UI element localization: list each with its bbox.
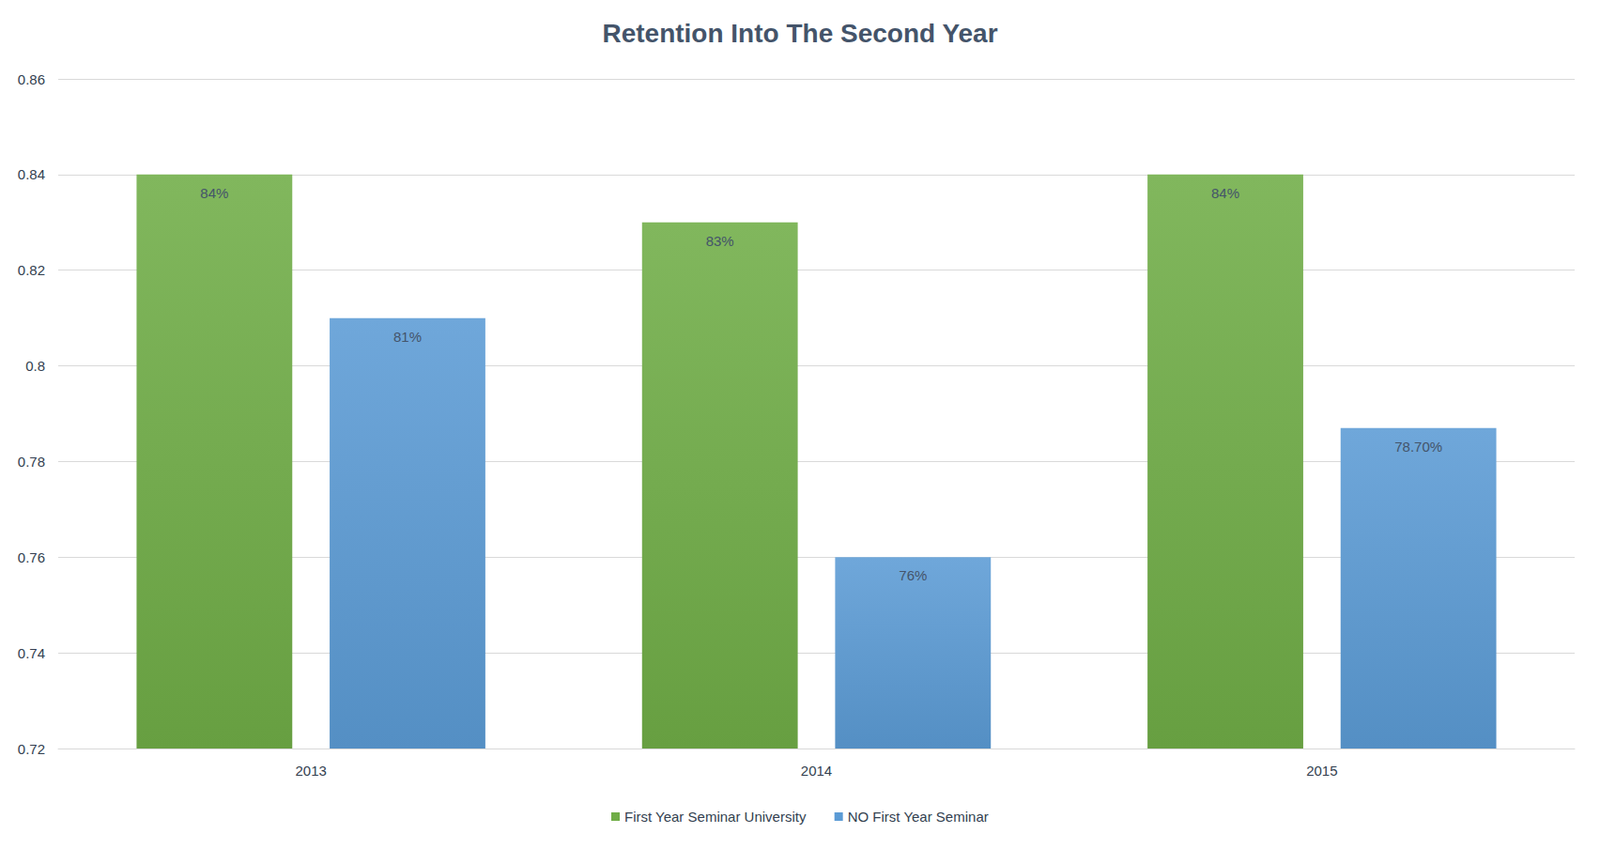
svg-text:78.70%: 78.70% bbox=[1394, 438, 1443, 455]
svg-text:0.8: 0.8 bbox=[25, 357, 46, 374]
svg-text:2014: 2014 bbox=[800, 762, 832, 779]
svg-text:NO First Year Seminar: NO First Year Seminar bbox=[847, 808, 989, 825]
svg-text:0.76: 0.76 bbox=[17, 549, 46, 566]
svg-text:83%: 83% bbox=[706, 232, 735, 249]
svg-text:2015: 2015 bbox=[1306, 762, 1338, 779]
svg-text:0.84: 0.84 bbox=[17, 166, 46, 183]
svg-text:84%: 84% bbox=[200, 184, 229, 201]
svg-text:Retention Into The Second Year: Retention Into The Second Year bbox=[601, 18, 998, 48]
svg-text:0.74: 0.74 bbox=[17, 645, 46, 662]
svg-text:First Year Seminar University: First Year Seminar University bbox=[624, 808, 807, 825]
svg-text:0.86: 0.86 bbox=[17, 71, 46, 88]
svg-text:84%: 84% bbox=[1211, 184, 1240, 201]
svg-text:0.78: 0.78 bbox=[17, 453, 46, 470]
svg-text:0.72: 0.72 bbox=[17, 740, 46, 757]
svg-text:81%: 81% bbox=[393, 328, 422, 345]
svg-text:0.82: 0.82 bbox=[17, 261, 46, 278]
svg-text:76%: 76% bbox=[898, 567, 927, 584]
svg-text:2013: 2013 bbox=[294, 762, 326, 779]
